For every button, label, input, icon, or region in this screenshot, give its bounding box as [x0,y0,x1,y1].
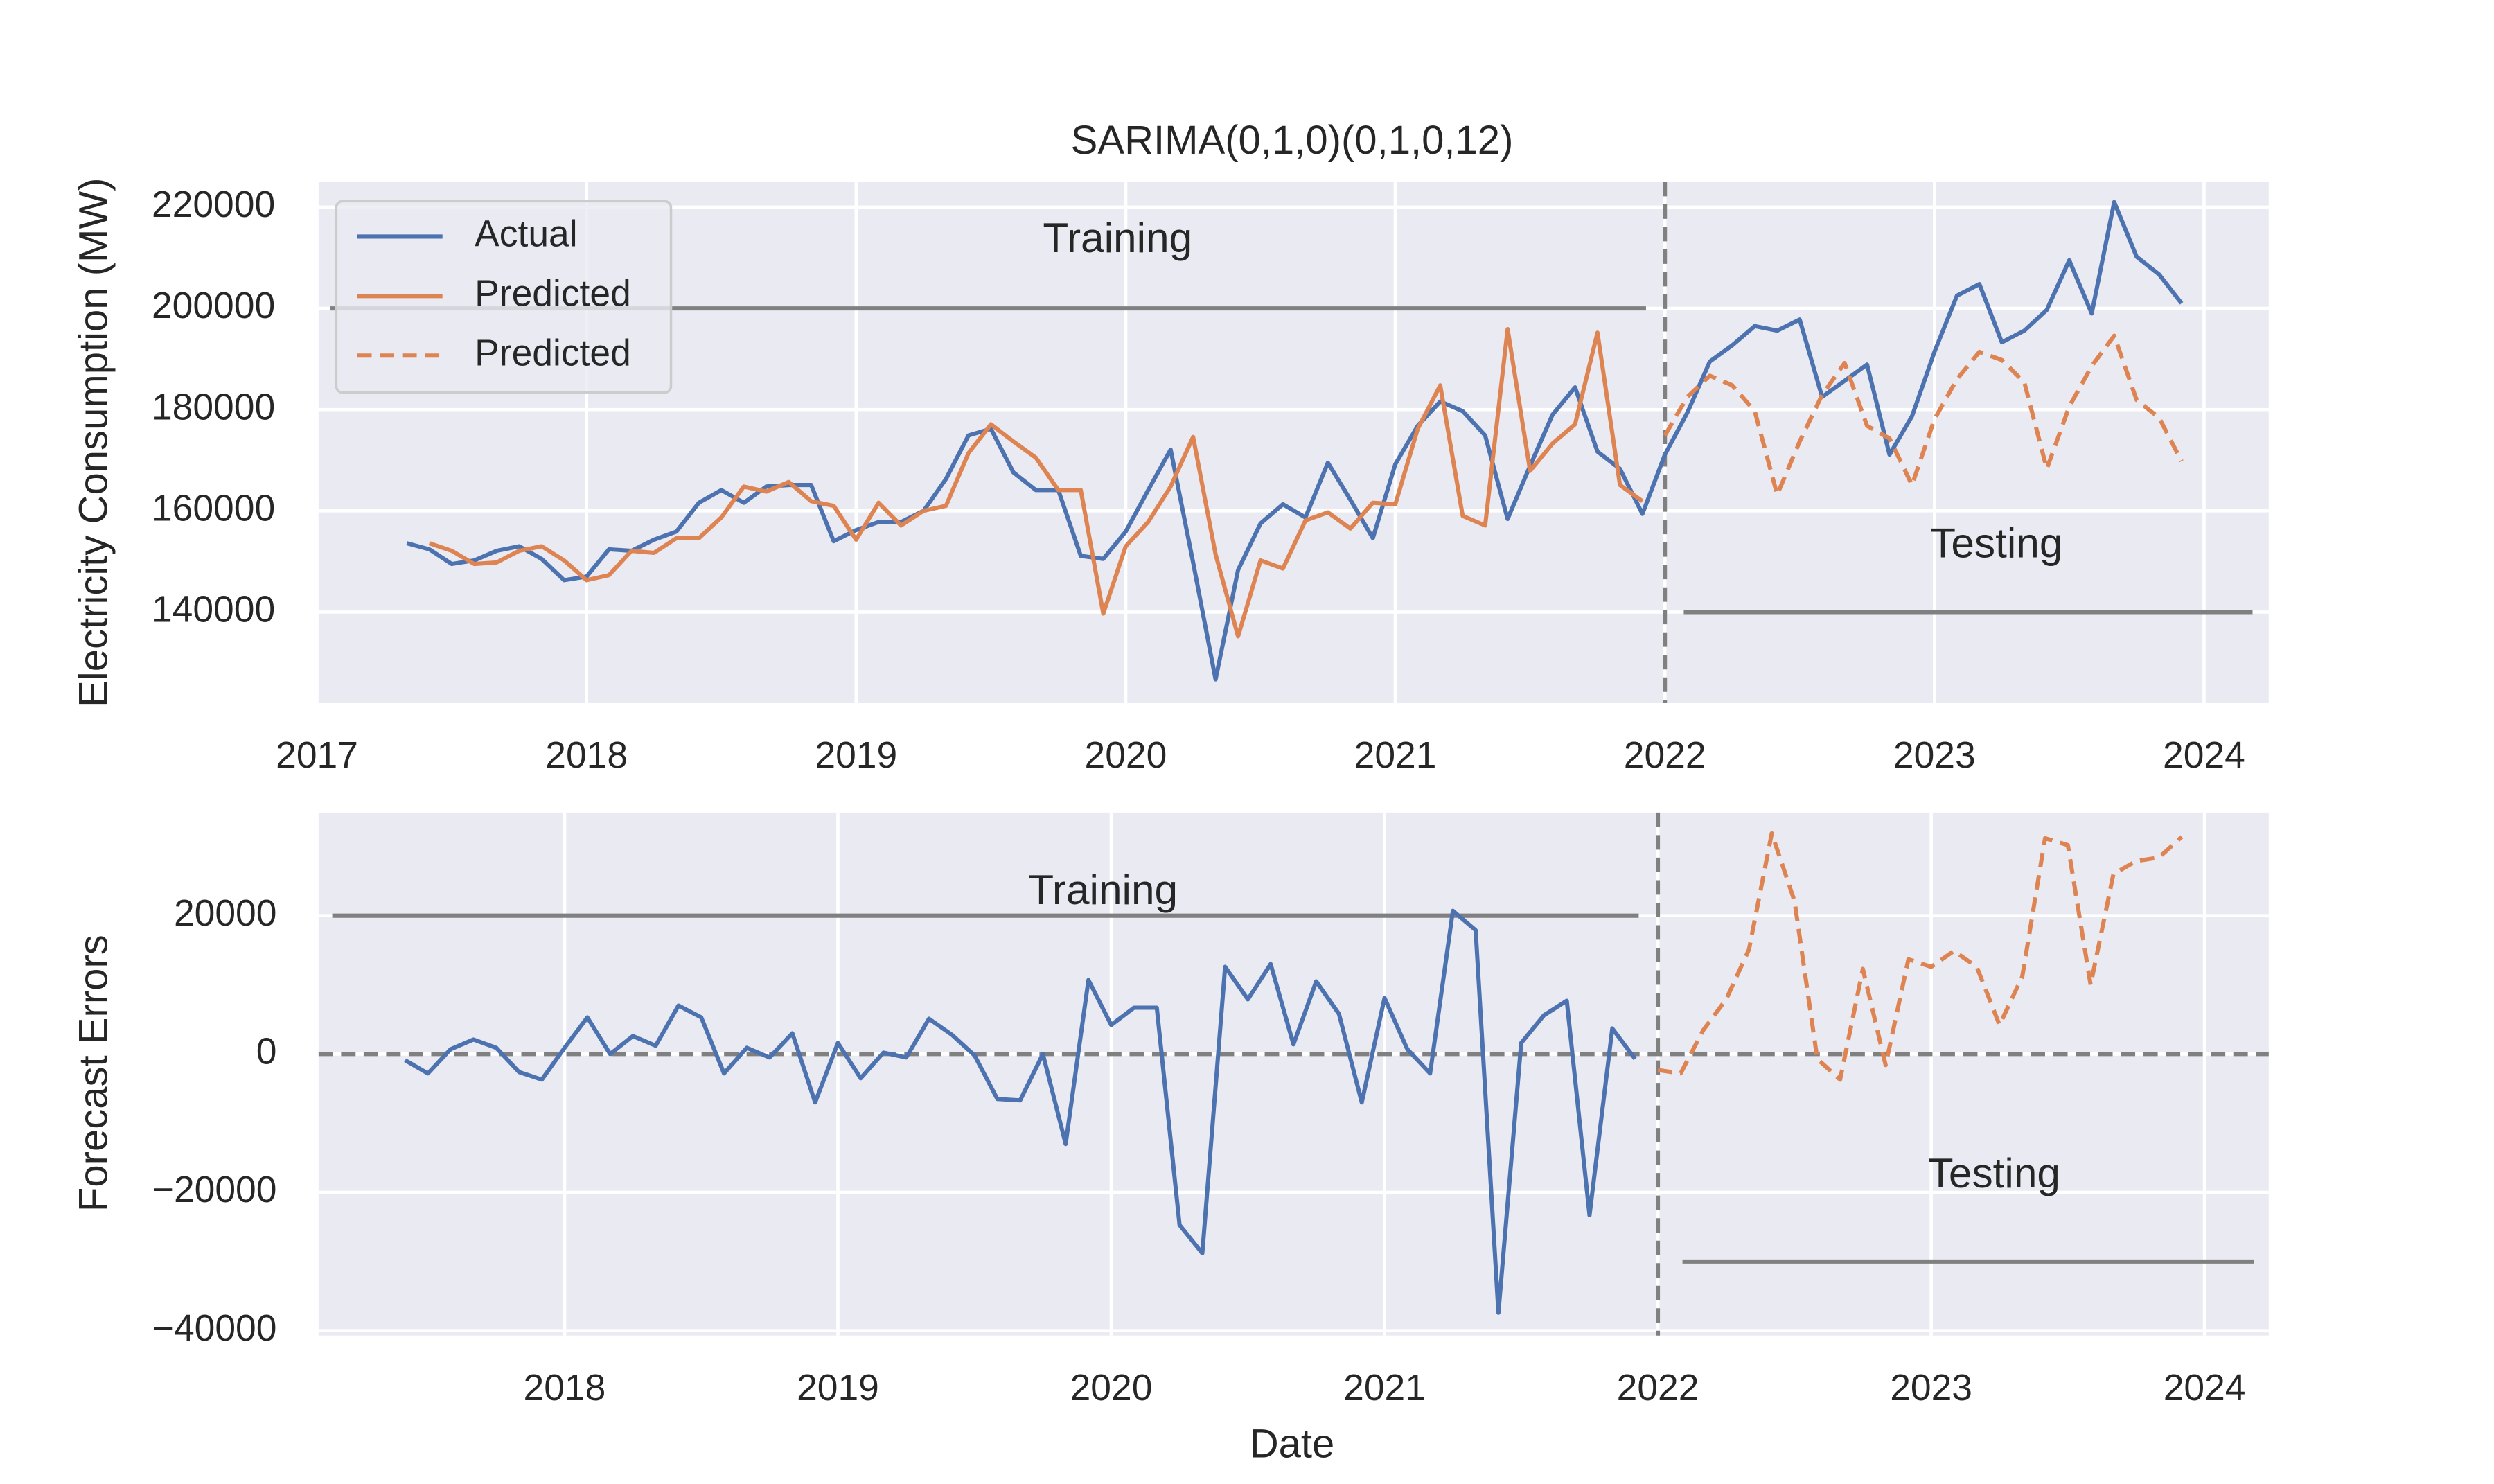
y-axis-label: Forecast Errors [71,935,116,1212]
legend-label: Actual [475,214,577,255]
annotation: Training [1028,866,1178,913]
y-tick-label: 140000 [152,590,275,630]
data-line [1663,333,2184,497]
legend-label: Predicted [475,333,631,373]
y-tick-label: 180000 [152,387,275,427]
annotation: Training [1043,214,1192,261]
x-tick-label: 2024 [2163,735,2245,776]
x-tick-label: 2021 [1343,1368,1426,1408]
annotation: Testing [1928,1149,2060,1196]
x-tick-label: 2020 [1070,1368,1153,1408]
data-line [406,200,2184,682]
x-tick-label: 2017 [276,735,358,776]
x-axis-label: Date [1250,1421,1335,1466]
plot-area [318,812,2269,1336]
chart-title: SARIMA(0,1,0)(0,1,0,12) [1071,118,1514,163]
x-tick-label: 2019 [797,1368,879,1408]
x-tick-label: 2021 [1354,735,1437,776]
y-tick-label: 220000 [152,184,275,225]
legend-label: Predicted [475,273,631,314]
x-tick-label: 2024 [2164,1368,2246,1408]
x-tick-label: 2023 [1890,1368,1972,1408]
data-line [404,908,1637,1315]
x-tick-label: 2022 [1617,1368,1699,1408]
x-tick-label: 2018 [524,1368,606,1408]
x-tick-label: 2022 [1624,735,1706,776]
y-tick-label: 200000 [152,285,275,326]
y-tick-label: −20000 [152,1169,277,1210]
x-tick-label: 2023 [1893,735,1976,776]
annotation: Testing [1930,519,2062,566]
x-tick-label: 2019 [815,735,897,776]
y-axis-label: Electricity Consumption (MW) [71,177,116,707]
legend [335,200,673,394]
y-tick-label: 0 [256,1031,277,1072]
y-tick-label: 160000 [152,488,275,529]
y-tick-label: −40000 [152,1308,277,1349]
data-line [1657,831,2184,1082]
x-tick-label: 2020 [1085,735,1167,776]
data-line [428,327,1644,639]
x-tick-label: 2018 [545,735,628,776]
y-tick-label: 20000 [174,893,277,934]
